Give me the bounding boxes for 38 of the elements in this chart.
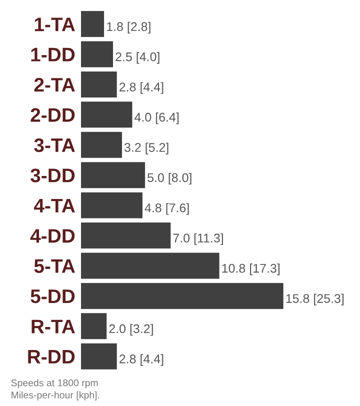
y-tick-label: 2-TA [34,78,75,92]
text: Speeds at 1800 rpm [11,379,98,388]
bar [81,192,142,218]
data-label: 7.0 [11.3] [173,233,223,245]
y-tick-label: 5-DD [30,290,75,304]
data-label: 2.5 [4.0] [116,52,160,64]
bar [81,102,132,128]
bar [81,132,122,158]
data-label: 4.0 [6.4] [134,112,179,124]
bar [81,11,104,38]
bar [81,282,284,309]
bar [81,162,146,188]
bar [81,41,114,68]
y-tick-label: 4-TA [34,198,75,212]
data-label: 2.8 [4.4] [120,82,164,94]
y-tick-label: 1-DD [31,48,75,62]
y-tick-label: 2-DD [30,108,75,122]
data-label: 1.8 [2.8] [107,22,150,34]
data-label: 2.8 [4.4] [120,354,164,366]
data-label: 10.8 [17.3] [222,264,280,276]
data-label: 2.0 [3.2] [109,324,153,336]
y-tick-label: 3-DD [30,168,75,182]
text: Miles-per-hour [kph]. [12,391,100,400]
bar [81,222,171,249]
data-label: 15.8 [25.3] [286,294,344,306]
bar [81,313,107,340]
y-tick-label: 4-DD [30,229,75,243]
bar [81,252,220,279]
bar [81,71,117,98]
data-label: 4.8 [7.6] [144,203,189,215]
data-label: 5.0 [8.0] [148,172,192,185]
y-tick-label: R-TA [32,320,75,334]
y-tick-label: 1-TA [34,18,75,32]
y-tick-label: R-DD [28,350,75,364]
y-tick-label: 3-TA [34,138,75,152]
data-label: 3.2 [5.2] [124,142,168,154]
bar [81,343,117,370]
y-tick-label: 5-TA [34,259,75,273]
